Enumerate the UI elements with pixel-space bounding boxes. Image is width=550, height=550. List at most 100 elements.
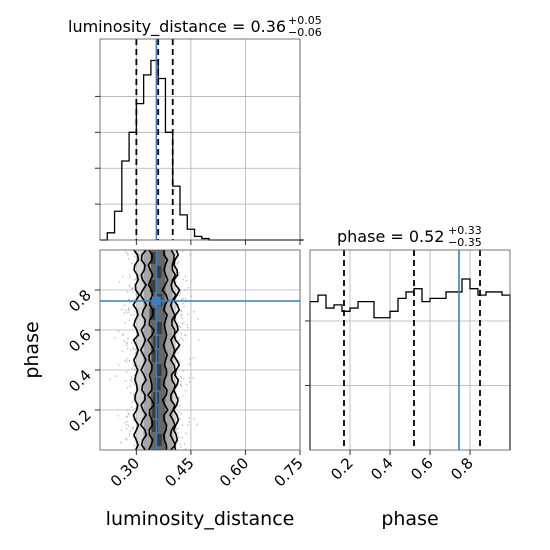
sample-point [128, 359, 131, 362]
sample-point [179, 292, 182, 295]
sample-point [179, 443, 182, 446]
sample-point [175, 428, 178, 431]
joint-frame [99, 249, 301, 451]
sample-point [181, 250, 184, 253]
sample-point [181, 436, 184, 439]
joint-y-tick-label: 0.8 [65, 286, 95, 316]
sample-point [133, 256, 136, 258]
sample-point [180, 380, 182, 383]
contour-line [146, 249, 155, 451]
sample-point [178, 294, 181, 297]
joint-y-tick-label: 0.2 [65, 406, 95, 436]
sample-point [128, 273, 131, 276]
phase-title-plus: +0.33 [448, 224, 482, 237]
sample-point [188, 420, 191, 423]
sample-point [132, 348, 135, 351]
joint-x-tick-label: 0.45 [161, 454, 197, 490]
sample-point [124, 421, 127, 424]
sample-point [184, 447, 187, 450]
sample-point [130, 380, 133, 383]
sample-point [131, 291, 134, 294]
phase-x-tick-label: 0.8 [447, 454, 477, 484]
sample-point [134, 278, 137, 281]
sample-point [178, 436, 180, 439]
sample-point [119, 441, 122, 444]
sample-point [182, 339, 185, 341]
sample-point [131, 367, 133, 370]
sample-point [126, 386, 129, 389]
sample-point [125, 371, 128, 374]
sample-point [187, 313, 190, 316]
joint-truth-marker [151, 296, 161, 306]
sample-point [126, 420, 129, 423]
sample-point [131, 426, 134, 429]
sample-point [132, 426, 135, 429]
sample-point [128, 413, 130, 416]
sample-point [125, 360, 128, 363]
contour-line [172, 249, 181, 451]
sample-point [179, 326, 182, 329]
sample-point [124, 322, 127, 325]
sample-point [126, 337, 129, 340]
sample-point [180, 332, 183, 335]
sample-point [179, 384, 182, 387]
sample-point [177, 352, 179, 355]
joint-x-tick-label: 0.60 [216, 454, 252, 490]
sample-point [181, 322, 184, 325]
sample-point [177, 359, 180, 361]
sample-point [183, 305, 185, 308]
sample-point [181, 424, 184, 427]
sample-point [182, 321, 185, 324]
sample-point [176, 431, 179, 434]
sample-point [120, 429, 123, 432]
sample-point [130, 287, 133, 290]
sample-point [129, 430, 132, 433]
luminosity-distance-title-minus: −0.06 [288, 26, 322, 39]
sample-point [125, 423, 128, 426]
sample-point [186, 326, 189, 329]
sample-point [185, 383, 188, 386]
sample-point [118, 330, 120, 333]
sample-point [126, 409, 129, 412]
contour-line [132, 249, 141, 451]
phase-x-tick-label: 0.2 [327, 454, 357, 484]
sample-point [192, 357, 195, 360]
density-core [152, 406, 159, 418]
sample-point [131, 428, 134, 431]
sample-point [117, 414, 120, 417]
sample-point [108, 378, 111, 381]
sample-point [129, 276, 132, 279]
sample-point [118, 281, 121, 283]
sample-point [133, 279, 136, 281]
phase-hist-frame [309, 249, 511, 451]
sample-point [125, 438, 128, 441]
density-core [150, 252, 157, 264]
sample-point [196, 423, 198, 426]
joint-y-tick-label: 0.4 [65, 366, 95, 396]
sample-point [177, 261, 180, 263]
sample-point [124, 380, 127, 382]
sample-point [176, 332, 179, 335]
sample-point [128, 434, 131, 437]
sample-point [188, 363, 191, 366]
y-axis-label-phase: phase [21, 321, 43, 378]
sample-point [117, 364, 120, 367]
sample-point [185, 279, 188, 282]
sample-point [134, 293, 137, 296]
sample-point [184, 275, 187, 278]
sample-point [176, 262, 179, 265]
sample-point [129, 349, 132, 351]
sample-point [128, 319, 131, 322]
sample-point [182, 370, 185, 372]
sample-point [180, 337, 183, 339]
sample-point [187, 423, 190, 426]
sample-point [124, 359, 126, 362]
sample-point [189, 253, 191, 256]
sample-point [184, 297, 187, 300]
sample-point [179, 309, 182, 312]
sample-point [130, 376, 133, 379]
x-axis-label-phase: phase [381, 508, 438, 530]
sample-point [178, 274, 180, 277]
sample-point [129, 391, 132, 394]
